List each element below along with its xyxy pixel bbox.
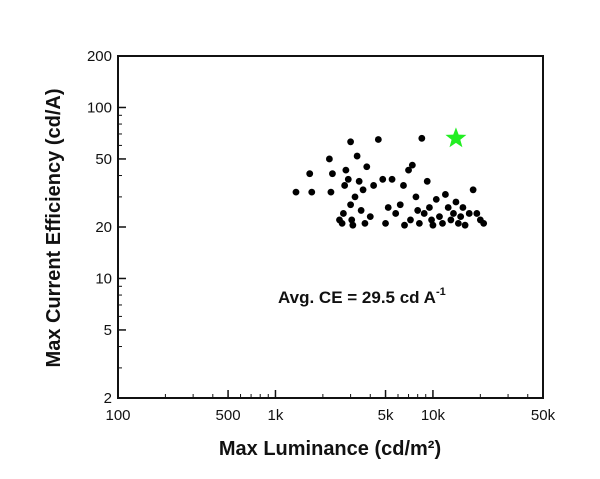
ticks-layer [117, 55, 544, 399]
y-tick-label: 10 [95, 270, 112, 287]
data-point [454, 219, 462, 227]
annotation-main: Avg. CE = 29.5 cd A [278, 288, 436, 307]
data-point [396, 201, 404, 209]
tick-labels-layer: 100 500 1k 5k 10k 50k 2 5 10 20 50 100 200 [87, 48, 556, 424]
data-point [325, 155, 333, 163]
points-layer [292, 127, 488, 229]
annotation-text: Avg. CE = 29.5 cd A-1 [278, 286, 446, 307]
data-point [388, 175, 396, 183]
y-tick-label: 20 [95, 219, 112, 236]
data-point [344, 175, 352, 183]
data-point [444, 204, 452, 211]
data-point [342, 166, 350, 174]
data-point [370, 182, 378, 189]
data-point [473, 210, 481, 217]
data-point [407, 216, 414, 224]
data-point [480, 219, 488, 227]
data-point [405, 166, 412, 174]
data-point [363, 163, 371, 171]
data-point [412, 193, 420, 201]
data-point [382, 219, 389, 227]
data-point [351, 193, 359, 201]
data-point [361, 219, 369, 227]
data-point [457, 213, 465, 221]
data-point [432, 196, 440, 203]
data-point [415, 219, 423, 227]
data-point [461, 221, 469, 229]
data-point [379, 175, 387, 183]
data-point [439, 219, 446, 227]
x-axis-title: Max Luminance (cd/m²) [219, 438, 441, 460]
data-point [450, 210, 457, 217]
data-point [384, 204, 392, 211]
data-point [292, 188, 300, 196]
data-point [428, 216, 435, 224]
data-point [400, 182, 407, 189]
data-point [357, 207, 365, 214]
data-point [436, 213, 443, 221]
data-point [338, 219, 346, 227]
data-point [423, 177, 431, 185]
data-point [420, 210, 428, 217]
data-point [353, 152, 361, 160]
data-point [429, 221, 437, 229]
annotation-superscript: -1 [436, 286, 446, 298]
x-tick-label: 10k [421, 407, 446, 424]
data-point [469, 186, 477, 194]
data-point [447, 216, 455, 224]
data-point [414, 207, 422, 214]
data-point [306, 170, 314, 178]
star-data-point [445, 127, 467, 148]
data-point [347, 201, 354, 209]
data-point [408, 161, 416, 169]
data-point [442, 191, 449, 198]
data-point [341, 182, 349, 189]
data-point [465, 210, 473, 217]
data-point [347, 138, 354, 146]
data-point [426, 204, 433, 211]
y-tick-label: 5 [104, 322, 112, 339]
data-point [401, 221, 408, 229]
data-point [452, 198, 460, 206]
data-point [308, 188, 316, 196]
y-tick-label: 100 [87, 99, 112, 116]
plot-area-frame [117, 55, 544, 399]
data-point [348, 216, 356, 224]
data-point [327, 188, 335, 196]
data-point [355, 177, 363, 185]
y-axis-title: Max Current Efficiency (cd/A) [43, 89, 65, 368]
data-point [329, 170, 336, 178]
x-tick-label: 5k [378, 407, 394, 424]
x-tick-label: 100 [105, 407, 130, 424]
data-point [392, 210, 400, 217]
x-tick-label: 1k [268, 407, 284, 424]
data-point [366, 213, 374, 221]
x-tick-label: 50k [531, 407, 556, 424]
y-tick-label: 50 [95, 151, 112, 168]
data-point [349, 221, 357, 229]
data-point [374, 136, 382, 143]
x-tick-label: 500 [216, 407, 241, 424]
data-point [359, 186, 367, 194]
y-tick-label: 2 [104, 390, 112, 407]
data-point [459, 204, 467, 211]
data-point [339, 210, 347, 217]
data-point [418, 134, 426, 142]
y-tick-label: 200 [87, 48, 112, 65]
